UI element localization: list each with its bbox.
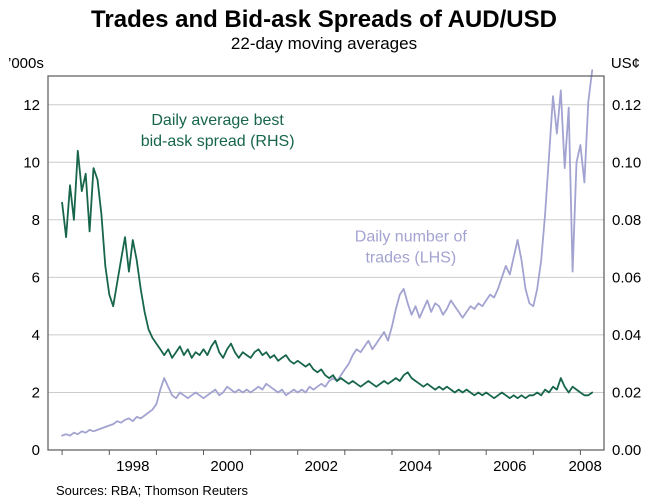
x-axis-tick-label: 2000 xyxy=(210,458,243,475)
left-axis-tick-label: 12 xyxy=(23,97,40,114)
chart-title: Trades and Bid-ask Spreads of AUD/USD xyxy=(91,6,557,33)
series-label-line: Daily number of xyxy=(355,228,468,245)
right-axis-tick-label: 0.08 xyxy=(612,212,641,229)
right-axis-tick-label: 0.02 xyxy=(612,384,641,401)
right-axis-tick-label: 0.04 xyxy=(612,327,641,344)
left-axis-tick-label: 10 xyxy=(23,154,40,171)
source-note: Sources: RBA; Thomson Reuters xyxy=(56,483,248,498)
series-label-line: trades (LHS) xyxy=(365,249,456,266)
left-axis-tick-label: 8 xyxy=(32,212,40,229)
right-axis-tick-label: 0.10 xyxy=(612,154,641,171)
x-axis-tick-label: 1998 xyxy=(116,458,149,475)
left-axis-tick-label: 0 xyxy=(32,442,40,459)
chart-svg: 0 2 4 6 8 10 12 0.00 0.02 0.04 0.06 0.08 0.10 0.12 ’00… xyxy=(8,55,641,475)
right-axis-tick-label: 0.06 xyxy=(612,269,641,286)
left-axis-unit-label: ’000s xyxy=(8,55,44,72)
series-label-line: Daily average best xyxy=(151,112,284,129)
series-label-line: bid-ask spread (RHS) xyxy=(141,133,295,150)
plot-frame xyxy=(47,75,605,451)
x-axis-tick-label: 2004 xyxy=(399,458,432,475)
x-axis-tick-label: 2002 xyxy=(305,458,338,475)
left-axis-tick-label: 4 xyxy=(32,327,40,344)
x-axis-tick-label: 2006 xyxy=(493,458,526,475)
left-axis-tick-label: 2 xyxy=(32,384,40,401)
right-axis-tick-label: 0.12 xyxy=(612,97,641,114)
series-line-bid-ask-spread xyxy=(61,149,594,400)
right-axis-unit-label: US¢ xyxy=(611,55,640,72)
series-line-trades xyxy=(61,69,594,437)
left-axis-tick-label: 6 xyxy=(32,269,40,286)
chart-subtitle: 22-day moving averages xyxy=(230,34,418,53)
x-axis-tick-label: 2008 xyxy=(568,458,601,475)
right-axis-tick-label: 0.00 xyxy=(612,442,641,459)
